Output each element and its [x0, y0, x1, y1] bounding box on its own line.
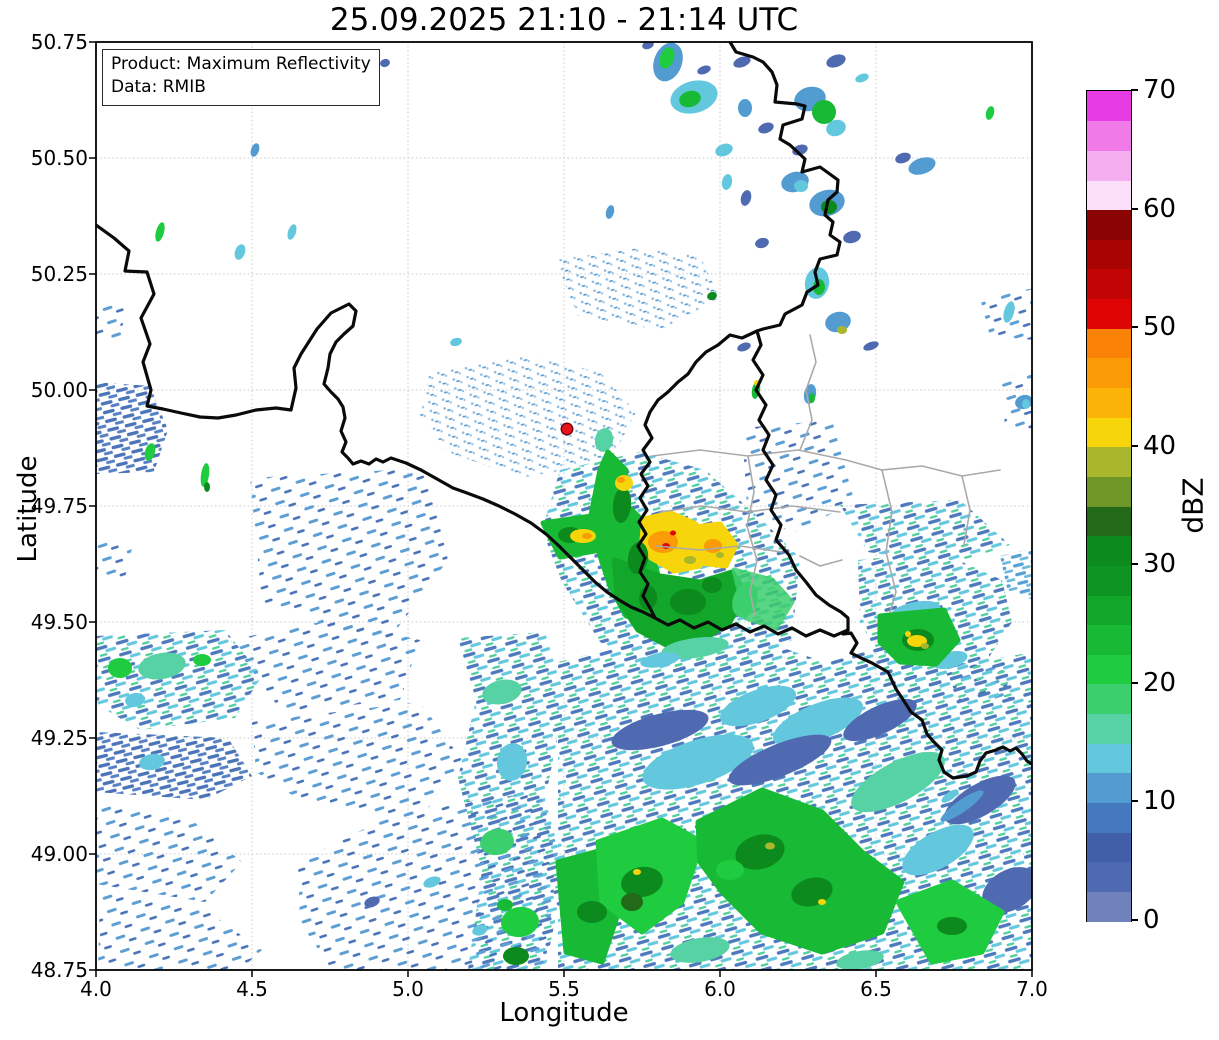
x-tick-label: 6.0: [704, 977, 736, 1001]
colorbar-tick-label: 20: [1143, 667, 1177, 698]
page-title: 25.09.2025 21:10 - 21:14 UTC: [329, 2, 799, 38]
colorbar-segment: [1087, 772, 1131, 804]
data-source-label: Data: RMIB: [111, 77, 206, 98]
colorbar-segment: [1087, 417, 1131, 448]
colorbar-tick-label: 70: [1143, 75, 1177, 105]
product-label: Product: Maximum Reflectivity: [111, 54, 371, 74]
x-tick-label: 7.0: [1016, 977, 1048, 1001]
colorbar-segment: [1087, 298, 1131, 329]
colorbar-tick-label: 60: [1143, 193, 1177, 224]
colorbar-segment: [1087, 832, 1131, 863]
colorbar-tick-mark: [1131, 563, 1138, 566]
x-axis-label: Longitude: [499, 998, 629, 1028]
colorbar-segment: [1087, 446, 1131, 477]
country-borders: [96, 42, 1032, 780]
colorbar-tick-mark: [1131, 681, 1138, 684]
colorbar-tick-label: 30: [1143, 549, 1177, 580]
x-tick-label: 6.5: [860, 977, 892, 1001]
colorbar-segment: [1087, 120, 1131, 151]
colorbar-segment: [1087, 743, 1131, 774]
radar-echoes: [96, 42, 1032, 970]
colorbar-segment: [1087, 506, 1131, 537]
x-tick-label: 5.5: [548, 977, 580, 1001]
colorbar-tick-mark: [1131, 207, 1138, 210]
colorbar-segment: [1087, 328, 1131, 359]
colorbar-label: dBZ: [1176, 477, 1210, 534]
y-tick-label: 50.00: [30, 378, 88, 402]
colorbar-tick-mark: [1131, 919, 1138, 921]
colorbar-segment: [1087, 268, 1131, 300]
colorbar-segment: [1087, 713, 1131, 744]
product-info-box: Product: Maximum Reflectivity Data: RMIB: [102, 49, 380, 106]
y-tick-label: 48.75: [30, 958, 88, 982]
colorbar-segment: [1087, 535, 1131, 566]
colorbar-tick-mark: [1131, 89, 1138, 91]
y-tick-label: 49.75: [30, 494, 88, 518]
y-tick-label: 50.25: [30, 262, 88, 286]
colorbar-tick-label: 10: [1143, 786, 1177, 817]
colorbar-segment: [1087, 179, 1131, 211]
colorbar-segment: [1087, 683, 1131, 715]
colorbar-segment: [1087, 209, 1131, 240]
y-tick-label: 49.50: [30, 610, 88, 634]
axes-frame: [89, 41, 1033, 977]
colorbar-tick-mark: [1131, 800, 1138, 803]
y-tick-label: 49.25: [30, 726, 88, 750]
colorbar-segment: [1087, 239, 1131, 270]
colorbar-segment: [1087, 565, 1131, 596]
colorbar-segment: [1087, 91, 1131, 122]
colorbar-segment: [1087, 594, 1131, 626]
colorbar: [1086, 90, 1132, 922]
colorbar-tick-label: 50: [1143, 312, 1177, 343]
y-tick-label: 50.75: [30, 30, 88, 54]
x-tick-label: 5.0: [392, 977, 424, 1001]
colorbar-segment: [1087, 387, 1131, 418]
colorbar-tick-label: 0: [1143, 905, 1160, 935]
colorbar-tick-mark: [1131, 326, 1138, 329]
colorbar-segment: [1087, 150, 1131, 181]
colorbar-segment: [1087, 891, 1131, 922]
y-tick-label: 50.50: [30, 146, 88, 170]
colorbar-segment: [1087, 654, 1131, 685]
colorbar-tick-label: 40: [1143, 430, 1177, 461]
colorbar-tick-mark: [1131, 444, 1138, 447]
colorbar-segment: [1087, 861, 1131, 892]
colorbar-segment: [1087, 476, 1131, 507]
x-tick-label: 4.0: [80, 977, 112, 1001]
radar-site-marker: [560, 422, 574, 436]
x-tick-label: 4.5: [236, 977, 268, 1001]
colorbar-segment: [1087, 357, 1131, 389]
colorbar-segment: [1087, 802, 1131, 833]
colorbar-segment: [1087, 624, 1131, 655]
y-tick-label: 49.00: [30, 842, 88, 866]
